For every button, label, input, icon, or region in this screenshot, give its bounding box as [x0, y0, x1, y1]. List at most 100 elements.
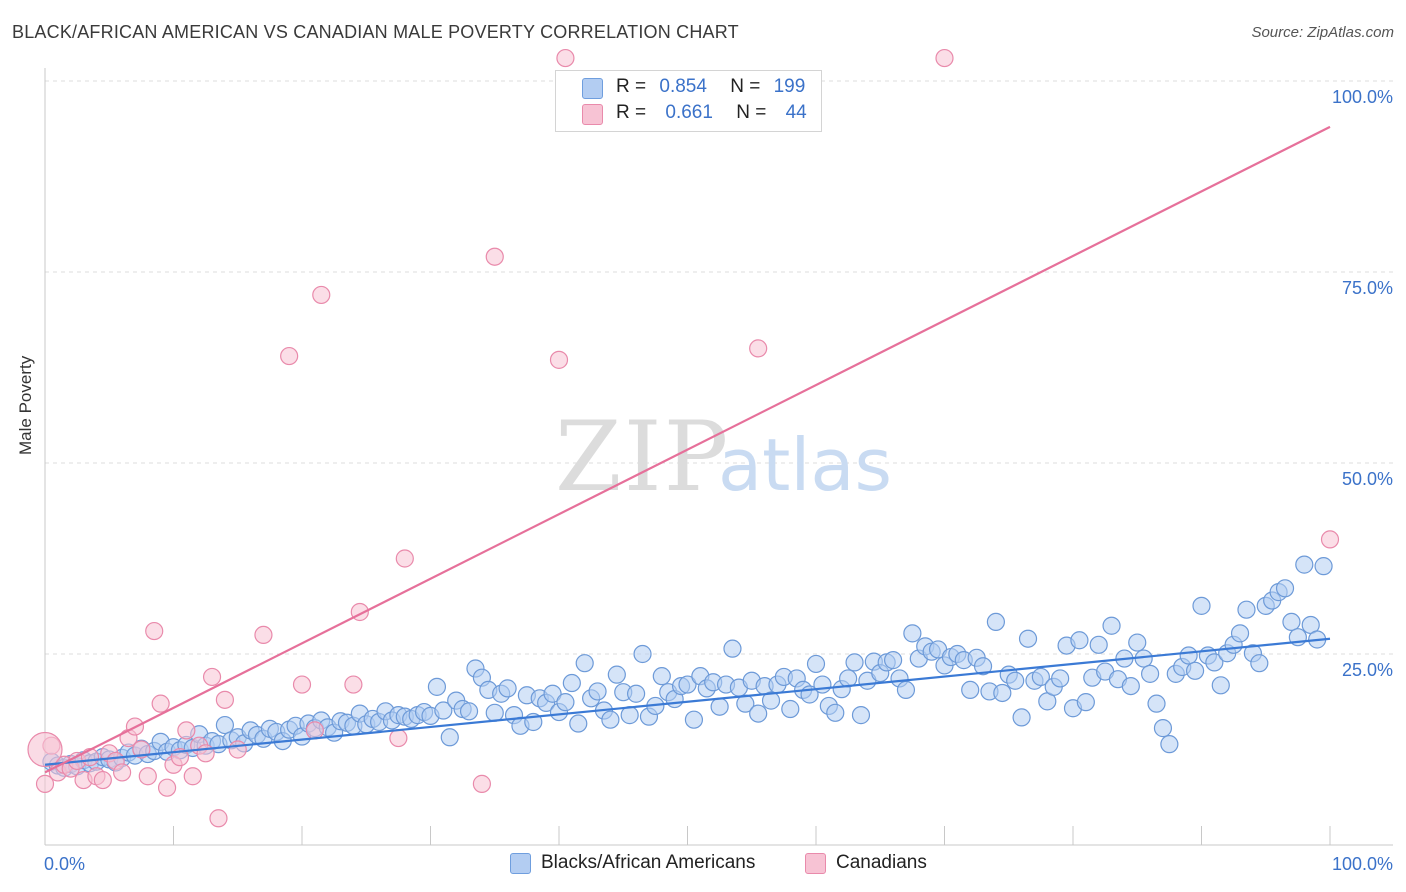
legend-pink-n-label: N =: [736, 102, 767, 123]
data-point: [228, 740, 247, 759]
watermark-zip: ZIP: [555, 401, 730, 513]
legend-pink-r-value: 0.661: [665, 102, 713, 123]
data-point: [1314, 557, 1333, 576]
data-point: [607, 665, 626, 684]
data-point: [1275, 579, 1295, 598]
y-tick-label-25: 25.0%: [1342, 660, 1393, 680]
data-point: [93, 770, 112, 790]
data-point: [903, 624, 922, 643]
data-point: [1295, 555, 1314, 574]
legend: R = 0.854 N = 199 R = 0.661 N = 44: [555, 70, 822, 132]
data-point: [112, 763, 132, 782]
data-point: [209, 809, 228, 828]
data-point: [202, 667, 222, 687]
data-point: [620, 706, 639, 725]
data-point: [498, 679, 517, 698]
data-point: [485, 247, 504, 266]
data-point-large: [27, 731, 63, 768]
data-point: [935, 48, 954, 68]
data-point: [813, 675, 832, 694]
data-point: [1185, 661, 1205, 680]
y-tick-label-75: 75.0%: [1342, 278, 1393, 298]
data-point: [826, 703, 845, 722]
legend-blue-swatch: [582, 78, 603, 99]
axes: [44, 68, 1393, 846]
data-point: [723, 639, 742, 658]
x-tick-label-0: 0.0%: [44, 854, 85, 874]
data-point: [710, 697, 729, 716]
legend-blue-row: R = 0.854 N = 199: [616, 76, 805, 100]
data-point: [138, 767, 157, 786]
bottom-legend-blue-label: Blacks/African Americans: [541, 852, 756, 873]
data-point: [569, 714, 588, 733]
data-point: [440, 728, 459, 747]
data-point: [145, 621, 164, 641]
data-point: [1211, 676, 1230, 695]
data-point: [1076, 693, 1095, 712]
data-point: [1147, 694, 1166, 713]
y-tick-label-100: 100.0%: [1332, 87, 1393, 107]
data-point: [1018, 629, 1038, 648]
source-note: Source: ZipAtlas.com: [1251, 24, 1394, 41]
legend-blue-n-label: N =: [730, 76, 761, 97]
bottom-legend-pink-label: Canadians: [836, 852, 927, 873]
data-point: [1128, 633, 1147, 652]
data-point: [986, 612, 1006, 632]
data-point: [305, 721, 324, 740]
data-point: [292, 675, 312, 694]
data-point: [312, 285, 331, 305]
data-point: [781, 699, 800, 719]
grid-lines: [45, 80, 1393, 655]
data-point: [549, 350, 569, 369]
data-point: [151, 694, 170, 713]
data-point: [459, 702, 479, 721]
data-point: [652, 667, 671, 686]
data-point: [1250, 654, 1269, 673]
x-tick-label-100: 100.0%: [1332, 854, 1393, 874]
data-point: [183, 767, 202, 786]
data-point: [472, 774, 491, 793]
data-point: [684, 710, 704, 729]
data-point: [1160, 735, 1179, 754]
data-point: [845, 653, 864, 672]
data-point: [1237, 600, 1256, 619]
data-point: [1153, 719, 1173, 738]
data-point: [132, 740, 151, 759]
data-point: [883, 651, 903, 670]
data-point: [556, 48, 575, 68]
watermark: ZIP atlas: [555, 401, 892, 513]
legend-pink-row: R = 0.661 N = 44: [616, 102, 807, 126]
chart-title: BLACK/AFRICAN AMERICAN VS CANADIAN MALE …: [12, 22, 739, 42]
data-point: [157, 778, 177, 797]
data-point: [1031, 667, 1050, 687]
data-point: [1051, 669, 1070, 688]
legend-blue-r-label: R =: [616, 76, 647, 97]
data-point: [761, 691, 781, 710]
data-point: [434, 701, 453, 720]
data-point: [1102, 616, 1121, 635]
data-point: [344, 675, 363, 694]
legend-blue-r-value: 0.854: [659, 76, 707, 97]
blue-trend-line: [44, 637, 1331, 766]
legend-pink-r-label: R =: [616, 102, 647, 123]
data-point: [575, 654, 594, 673]
data-point: [1192, 596, 1211, 615]
bottom-legend-blue-swatch: [510, 853, 531, 874]
data-point: [35, 774, 55, 793]
data-point: [588, 682, 607, 701]
data-point: [678, 675, 697, 694]
y-axis-label: Male Poverty: [16, 355, 35, 455]
data-point: [80, 748, 100, 767]
data-point: [1282, 612, 1301, 632]
data-point: [633, 644, 652, 664]
data-point: [1070, 631, 1089, 650]
data-point: [1089, 635, 1108, 654]
data-point: [806, 654, 826, 674]
data-point: [395, 549, 414, 568]
legend-pink-swatch: [582, 104, 603, 125]
data-point: [993, 683, 1012, 703]
data-point: [215, 690, 234, 709]
data-point: [601, 710, 620, 729]
data-point: [1205, 653, 1224, 672]
